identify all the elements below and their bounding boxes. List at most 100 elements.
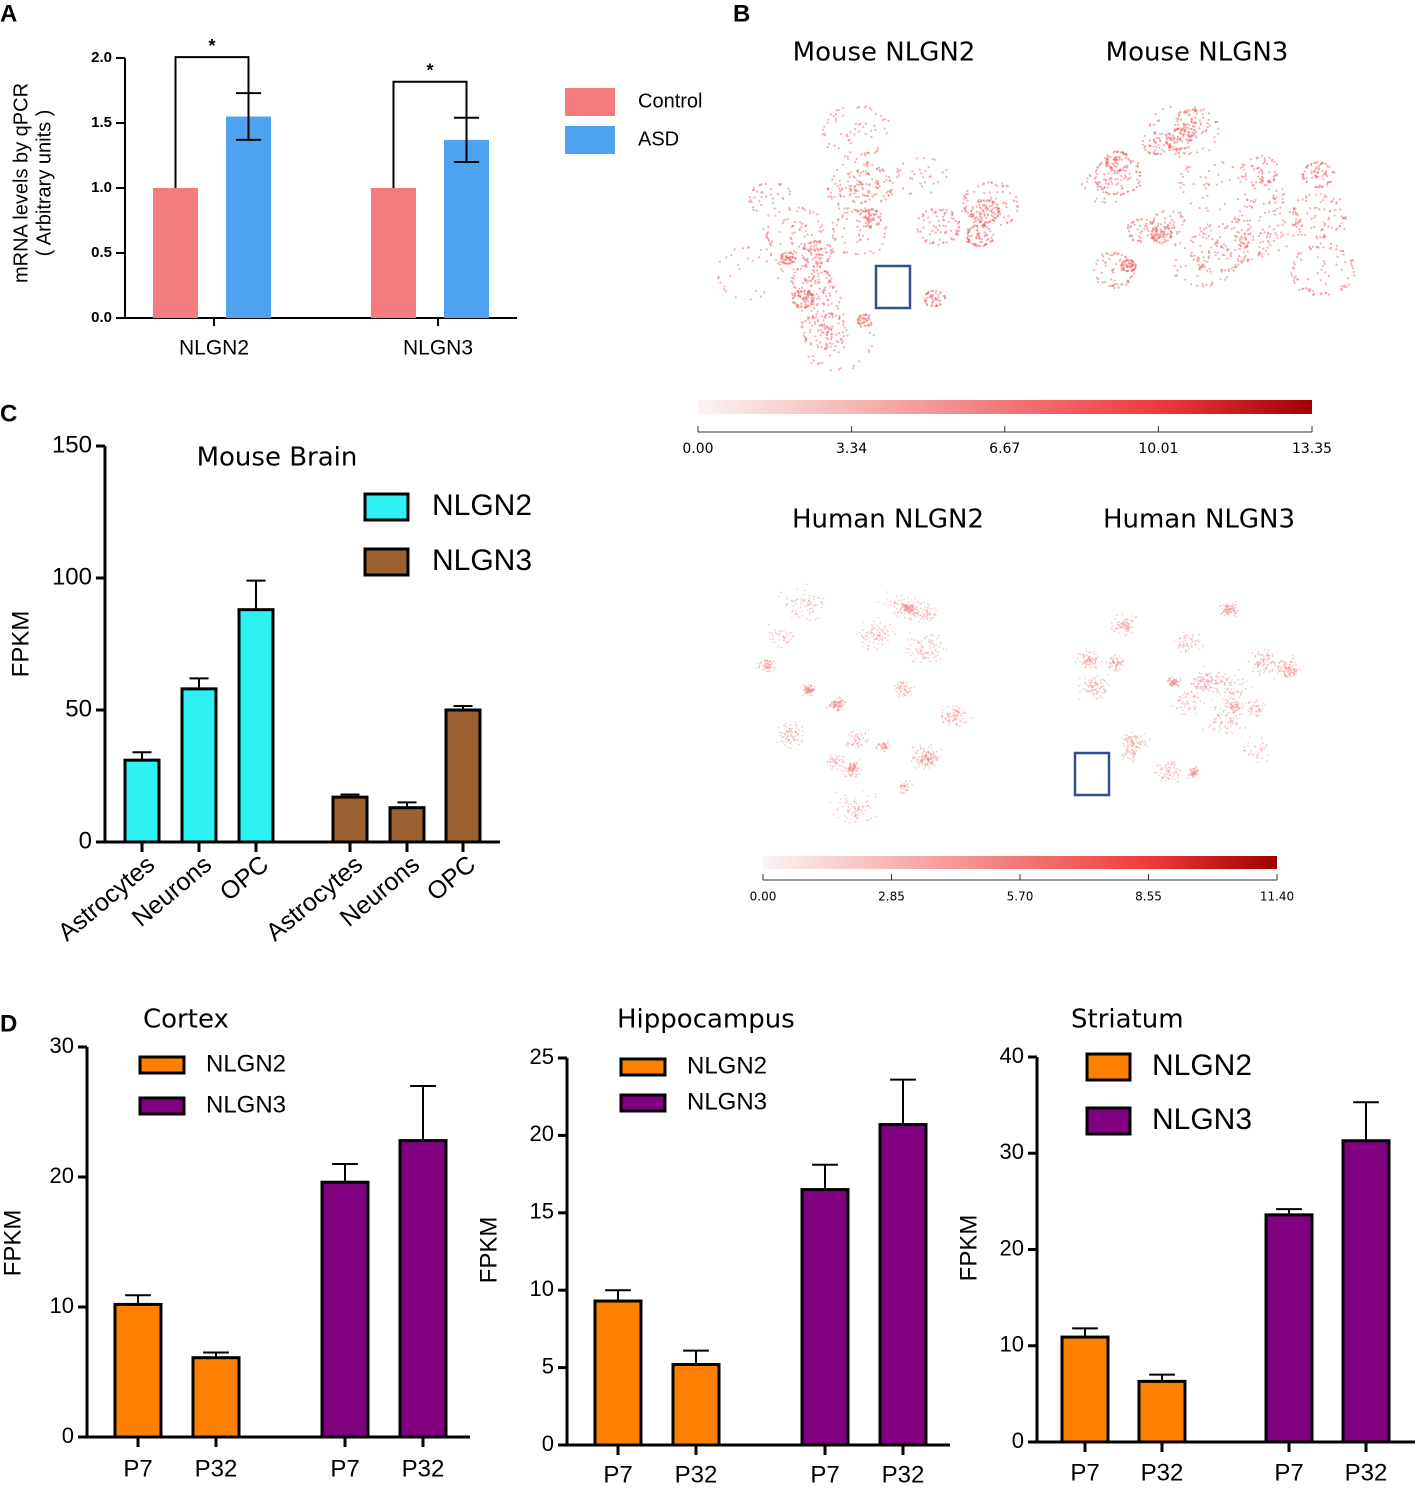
embedding-dot <box>869 641 871 643</box>
embedding-dot <box>1127 623 1130 625</box>
embedding-dot <box>1164 238 1167 241</box>
embedding-dot <box>903 605 905 608</box>
embedding-dot <box>870 213 873 216</box>
embedding-dot <box>895 690 898 693</box>
embedding-dot <box>947 220 950 223</box>
embedding-dot <box>1249 199 1252 202</box>
embedding-dot <box>1269 662 1272 664</box>
embedding-dot <box>1153 141 1157 144</box>
embedding-dot <box>1167 761 1169 764</box>
embedding-dot <box>935 759 938 761</box>
embedding-dot <box>788 641 790 644</box>
embedding-dot <box>1131 260 1135 263</box>
embedding-dot <box>844 767 847 769</box>
embedding-dot <box>859 323 862 326</box>
embedding-dot <box>863 320 866 323</box>
embedding-dot <box>1150 237 1153 240</box>
embedding-dot <box>927 758 929 760</box>
embedding-dot <box>813 239 817 242</box>
embedding-dot <box>804 303 807 306</box>
embedding-dot <box>864 221 867 225</box>
embedding-dot <box>1086 691 1089 694</box>
embedding-dot <box>1154 226 1157 229</box>
embedding-dot <box>915 609 918 611</box>
embedding-dot <box>1107 160 1110 163</box>
embedding-dot <box>1256 652 1259 655</box>
embedding-dot <box>1205 237 1208 240</box>
embedding-dot <box>870 207 873 211</box>
embedding-dot <box>1271 668 1274 671</box>
embedding-dot <box>983 220 986 223</box>
embedding-dot <box>1179 211 1182 214</box>
embedding-dot <box>1116 191 1119 194</box>
embedding-dot <box>934 211 937 214</box>
embedding-dot <box>849 171 853 174</box>
embedding-dot <box>797 728 800 731</box>
embedding-dot <box>905 780 907 782</box>
embedding-dot <box>1182 126 1185 129</box>
embedding-dot <box>966 199 969 202</box>
embedding-dot <box>1108 178 1111 181</box>
embedding-dot <box>730 254 733 257</box>
embedding-dot <box>1252 184 1255 187</box>
embedding-dot <box>1085 689 1088 692</box>
embedding-dot <box>1242 258 1245 261</box>
embedding-dot <box>857 741 860 744</box>
embedding-dot <box>850 775 852 777</box>
embedding-dot <box>769 254 773 257</box>
embedding-dot <box>803 685 806 688</box>
embedding-dot <box>1179 706 1182 709</box>
embedding-dot <box>907 691 910 694</box>
embedding-dot <box>1169 215 1172 218</box>
embedding-dot <box>862 313 865 316</box>
embedding-dot <box>1321 174 1324 177</box>
embedding-dot <box>868 152 871 155</box>
embedding-dot <box>832 706 835 709</box>
embedding-dot <box>950 210 953 213</box>
embedding-dot <box>1235 612 1237 614</box>
embedding-dot <box>859 171 863 174</box>
embedding-dot <box>806 690 809 693</box>
embedding-dot <box>839 704 841 707</box>
embedding-dot <box>965 721 968 724</box>
embedding-dot <box>1192 706 1195 708</box>
y-tick-label: 1.5 <box>91 114 112 131</box>
embedding-dot <box>848 766 851 769</box>
embedding-dot <box>1174 152 1177 155</box>
embedding-dot <box>875 815 877 818</box>
embedding-dot <box>1247 223 1250 226</box>
embedding-dot <box>1116 155 1119 158</box>
embedding-dot <box>1237 176 1240 180</box>
embedding-dot <box>1294 275 1297 278</box>
embedding-dot <box>794 599 797 602</box>
embedding-dot <box>909 610 912 613</box>
embedding-dot <box>834 237 837 240</box>
embedding-dot <box>936 757 938 760</box>
embedding-dot <box>800 267 803 270</box>
embedding-dot <box>1257 175 1260 178</box>
embedding-dot <box>1340 268 1344 271</box>
embedding-dot <box>789 742 791 745</box>
embedding-dot <box>1088 173 1091 176</box>
embedding-dot <box>1118 623 1121 626</box>
embedding-dot <box>965 205 968 208</box>
embedding-dot <box>1120 158 1123 161</box>
embedding-dot <box>1131 626 1133 629</box>
embedding-dot <box>850 803 852 806</box>
embedding-dot <box>864 122 867 125</box>
embedding-dot <box>805 265 808 268</box>
embedding-dot <box>1194 131 1197 134</box>
embedding-dot <box>934 614 936 616</box>
embedding-dot <box>900 685 903 688</box>
embedding-dot <box>853 766 855 768</box>
embedding-dot <box>841 755 844 758</box>
embedding-dot <box>907 609 910 612</box>
embedding-dot <box>1091 679 1093 682</box>
embedding-dot <box>1109 155 1112 159</box>
embedding-dot <box>910 608 912 610</box>
embedding-dot <box>930 744 932 747</box>
embedding-dot <box>854 808 857 810</box>
embedding-dot <box>982 224 985 227</box>
embedding-dot <box>763 659 765 662</box>
embedding-dot <box>1223 203 1226 206</box>
